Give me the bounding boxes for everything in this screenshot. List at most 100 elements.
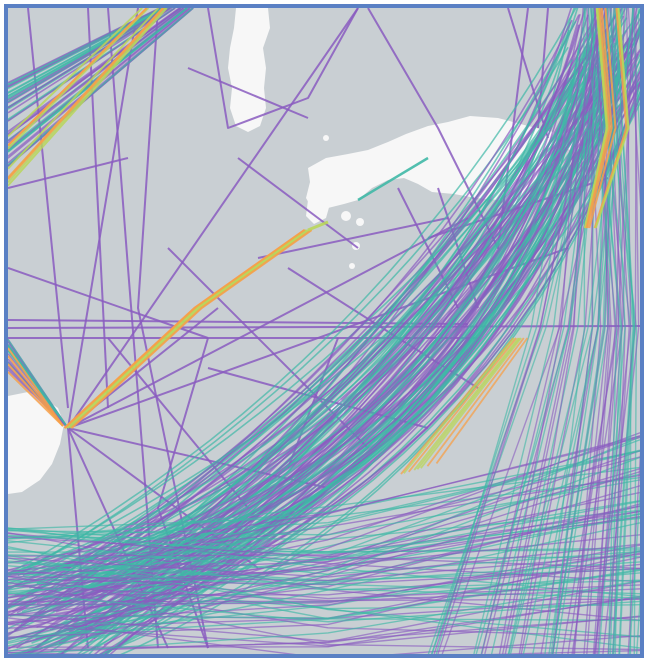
dense-lane (8, 615, 640, 647)
dense-lane (8, 575, 640, 638)
dense-lane (567, 8, 625, 654)
hot-lane (357, 156, 429, 202)
hot-lanes (8, 8, 630, 475)
dense-lane (8, 547, 640, 599)
hot-lane (416, 337, 521, 470)
hot-lane (403, 337, 516, 474)
dense-lane (16, 485, 640, 654)
dense-lane (8, 466, 640, 544)
dense-lane (8, 534, 640, 599)
dense-lane (8, 8, 182, 136)
dense-lane (8, 435, 640, 607)
hot-lane (583, 8, 608, 229)
dense-lane (481, 8, 597, 654)
dense-lane (13, 8, 623, 631)
sparse-routes (8, 8, 640, 649)
hot-lane (585, 8, 611, 229)
hot-lane (8, 8, 168, 187)
sparse-route (8, 319, 469, 325)
islet-5 (323, 135, 329, 141)
hot-lane (8, 8, 165, 180)
dense-lane (8, 500, 640, 595)
hot-lane (413, 337, 520, 471)
hot-lane (594, 8, 630, 229)
hot-lane (420, 337, 522, 469)
shipping-density-map (8, 8, 640, 654)
sparse-route (367, 8, 529, 249)
dense-lane (594, 8, 637, 654)
sparse-route (67, 8, 139, 429)
dense-lane (8, 546, 640, 638)
dense-lane (431, 8, 602, 654)
sparse-route (237, 157, 359, 249)
islet-4 (349, 263, 355, 269)
hot-lane (8, 8, 148, 147)
hot-lane (8, 8, 166, 183)
sparse-route (187, 67, 309, 119)
sparse-route (8, 157, 129, 189)
dense-lane (14, 17, 628, 605)
islet-2 (356, 218, 364, 226)
dense-lane (8, 8, 165, 94)
dense-lane (589, 8, 622, 654)
dense-lane (607, 8, 630, 654)
islet-1 (341, 211, 351, 221)
dense-lane (8, 561, 640, 584)
hot-lane (426, 337, 525, 467)
hot-lane (586, 8, 613, 229)
dense-lane (8, 515, 640, 575)
island-top-center (228, 8, 270, 132)
dense-lane (8, 613, 640, 642)
dense-lane (8, 8, 173, 114)
dense-lane (498, 8, 584, 654)
hot-lane (8, 8, 143, 137)
hot-lane (307, 220, 329, 232)
dense-lane (8, 8, 180, 133)
dense-lane (501, 8, 599, 654)
dense-lane (8, 42, 627, 591)
dense-lane (8, 19, 573, 606)
dense-lane (484, 8, 612, 654)
dense-lane (8, 588, 640, 603)
sparse-route (207, 8, 359, 129)
hot-lane (67, 229, 309, 429)
hot-lane (435, 337, 529, 464)
dense-lane (8, 8, 577, 575)
dense-lane (8, 592, 640, 623)
hot-lane (8, 8, 150, 150)
dense-lane (509, 8, 635, 654)
dense-lane (8, 8, 194, 166)
dense-lane (42, 24, 640, 579)
dense-lane (8, 635, 640, 654)
dense-lane (8, 479, 640, 536)
hot-lane (400, 337, 514, 475)
dense-lane (109, 42, 633, 654)
dense-lane (552, 8, 618, 654)
dense-lane (8, 569, 640, 600)
island-left-spit (306, 196, 330, 224)
dense-lane (8, 8, 166, 97)
dense-lane (8, 553, 640, 582)
dense-lane (593, 8, 616, 654)
dense-lane (8, 8, 168, 101)
sparse-route (67, 8, 359, 429)
dense-lane (8, 499, 640, 574)
dense-lane (8, 8, 163, 90)
hot-lane (70, 229, 313, 429)
dense-lane (88, 46, 597, 578)
dense-lane (8, 344, 69, 429)
hot-lane (8, 8, 160, 170)
dense-lane (86, 43, 609, 574)
dense-lane (587, 8, 623, 654)
sparse-route (8, 325, 640, 329)
sparse-route (137, 8, 209, 649)
hot-lane (8, 371, 64, 427)
island-bottom-left (8, 392, 64, 494)
dense-lane (8, 75, 615, 577)
dense-lane (36, 77, 576, 585)
hot-lane (63, 229, 306, 429)
dense-lane (627, 8, 640, 654)
dense-lane (609, 8, 636, 654)
hot-lane (593, 8, 628, 229)
dense-lane (628, 8, 640, 654)
